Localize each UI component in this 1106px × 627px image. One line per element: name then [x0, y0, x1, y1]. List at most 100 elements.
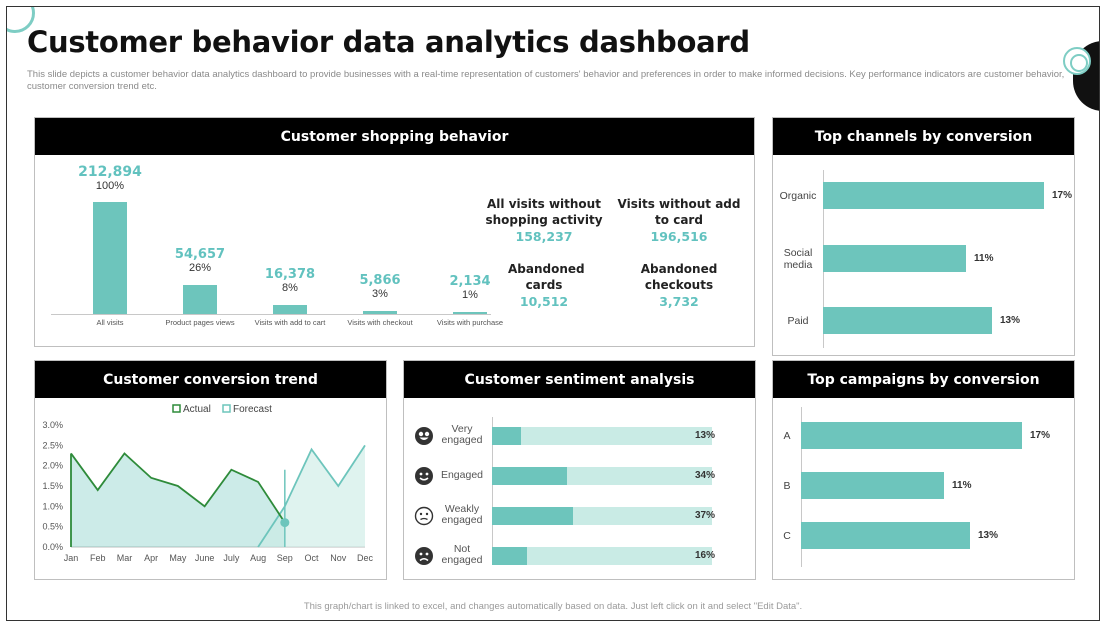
- sentiment-analysis-panel: Customer sentiment analysis Very engaged…: [403, 360, 756, 580]
- funnel-value-label: 2,134: [449, 274, 491, 289]
- sentiment-value-label: 37%: [695, 510, 716, 521]
- x-tick-label: June: [195, 553, 215, 563]
- sentiment-bar-fill[interactable]: [492, 467, 567, 485]
- funnel-bar-labels: 2,134 1%: [425, 274, 515, 301]
- kpi-abandoned-checkouts: Abandoned checkouts 3,732: [615, 261, 743, 309]
- decorative-ring-icon: [1063, 47, 1091, 75]
- y-tick-label: 3.0%: [42, 420, 63, 430]
- funnel-category-label: All visits: [96, 318, 124, 327]
- bar-value-label: 17%: [1052, 190, 1073, 201]
- conversion-bar[interactable]: [801, 472, 944, 499]
- kpi-value: 3,732: [659, 294, 699, 309]
- shopping-behavior-title: Customer shopping behavior: [35, 118, 754, 155]
- y-tick-label: 2.5%: [42, 440, 63, 450]
- funnel-bar-labels: 16,378 8%: [245, 267, 335, 294]
- sentiment-bar-fill[interactable]: [492, 507, 574, 525]
- sentiment-value-label: 34%: [695, 470, 716, 481]
- funnel-bar-labels: 5,866 3%: [335, 273, 425, 300]
- x-tick-label: Aug: [250, 553, 266, 563]
- actual-line: [70, 452, 286, 524]
- conversion-bar[interactable]: [823, 307, 992, 334]
- page-title: Customer behavior data analytics dashboa…: [27, 25, 750, 59]
- kpi-value: 196,516: [650, 229, 708, 244]
- neutral-face-icon: [414, 506, 434, 526]
- kpi-no-shopping: All visits without shopping activity 158…: [480, 196, 608, 244]
- bar-category-label: Paid: [787, 315, 809, 327]
- sentiment-value-label: 16%: [695, 550, 716, 561]
- conversion-trend-chart[interactable]: 0.0% 0.5% 1.0% 1.5% 2.0% 2.5% 3.0% Jan Feb Mar Apr…: [35, 398, 386, 579]
- funnel-bar[interactable]: [93, 202, 127, 314]
- y-tick-label: 0.5%: [42, 522, 63, 532]
- smile-face-icon: [414, 466, 434, 486]
- x-tick-label: Mar: [117, 553, 133, 563]
- funnel-axis: [51, 314, 491, 315]
- bar-category-label: Organic: [779, 190, 817, 202]
- funnel-bar[interactable]: [363, 310, 397, 314]
- funnel-bar[interactable]: [273, 305, 307, 314]
- conversion-bar[interactable]: [823, 182, 1044, 209]
- top-campaigns-panel: Top campaigns by conversion A 17% B 11% C 13%: [772, 360, 1075, 580]
- conversion-bar[interactable]: [801, 422, 1022, 449]
- bar-value-label: 11%: [952, 480, 972, 491]
- bar-category-label: A: [783, 430, 791, 442]
- legend-forecast-label: Forecast: [233, 404, 272, 415]
- x-tick-label: July: [223, 553, 240, 563]
- conversion-trend-title: Customer conversion trend: [35, 361, 386, 398]
- funnel-bar[interactable]: [453, 312, 487, 314]
- kpi-no-add-to-card: Visits without add to card 196,516: [615, 196, 743, 244]
- forecast-area: [258, 445, 365, 547]
- funnel-bar-labels: 212,894 100%: [65, 164, 155, 192]
- kpi-label: Abandoned checkouts: [640, 262, 718, 292]
- funnel-percent-label: 8%: [282, 282, 298, 295]
- bar-category-label: C: [783, 530, 791, 542]
- sentiment-bar-fill[interactable]: [492, 547, 528, 565]
- kpi-value: 158,237: [515, 229, 573, 244]
- funnel-category-label: Visits with purchase: [436, 318, 504, 327]
- sentiment-bar-fill[interactable]: [492, 427, 521, 445]
- legend-actual-label: Actual: [183, 404, 211, 415]
- funnel-category-label: Visits with add to cart: [254, 318, 326, 327]
- top-campaigns-title: Top campaigns by conversion: [773, 361, 1074, 398]
- page-subtitle: This slide depicts a customer behavior d…: [27, 69, 1065, 92]
- sentiment-category-label: Very engaged: [441, 423, 483, 446]
- funnel-percent-label: 3%: [372, 287, 388, 300]
- y-tick-label: 1.0%: [42, 501, 63, 511]
- x-tick-label: May: [169, 553, 187, 563]
- funnel-bar[interactable]: [183, 284, 217, 314]
- sentiment-bar-track: [492, 467, 712, 485]
- funnel-value-label: 5,866: [359, 272, 401, 288]
- sentiment-category-label: Weakly engaged: [441, 503, 483, 526]
- actual-area: [71, 453, 285, 547]
- funnel-percent-label: 100%: [95, 180, 125, 192]
- y-tick-label: 2.0%: [42, 461, 63, 471]
- kpi-label: All visits without shopping activity: [485, 197, 603, 227]
- x-tick-label: Feb: [90, 553, 106, 563]
- sentiment-bar-track: [492, 507, 712, 525]
- bar-category-label: B: [783, 480, 791, 492]
- top-channels-panel: Top channels by conversion Organic 17% Soc…: [772, 117, 1075, 356]
- x-tick-label: Jan: [64, 553, 79, 563]
- sentiment-bar-track: [492, 427, 712, 445]
- conversion-bar[interactable]: [823, 245, 966, 272]
- sentiment-category-label: Engaged: [440, 469, 484, 481]
- kpi-label: Abandoned cards: [508, 262, 585, 292]
- bar-value-label: 17%: [1030, 430, 1051, 441]
- funnel-bar-labels: 54,657 26%: [155, 247, 245, 274]
- conversion-trend-panel: Customer conversion trend 0.0% 0.5% 1.0% 1.…: [34, 360, 387, 580]
- funnel-percent-label: 26%: [188, 261, 212, 274]
- y-tick-label: 1.5%: [42, 481, 63, 491]
- frown-face-icon: [414, 546, 434, 566]
- x-tick-label: Dec: [357, 553, 374, 563]
- footer-note: This graph/chart is linked to excel, and…: [303, 601, 803, 612]
- legend-forecast-swatch: [222, 404, 231, 413]
- slide-frame: Customer behavior data analytics dashboa…: [6, 6, 1100, 621]
- sentiment-value-label: 13%: [695, 430, 716, 441]
- funnel-percent-label: 1%: [462, 289, 478, 301]
- funnel-value-label: 54,657: [174, 246, 226, 262]
- sentiment-bar-track: [492, 547, 712, 565]
- sentiment-category-label: Not engaged: [441, 543, 483, 566]
- conversion-bar[interactable]: [801, 522, 970, 549]
- kpi-label: Visits without add to card: [617, 197, 741, 227]
- x-tick-label: Apr: [144, 553, 158, 563]
- x-tick-label: Sep: [277, 553, 293, 563]
